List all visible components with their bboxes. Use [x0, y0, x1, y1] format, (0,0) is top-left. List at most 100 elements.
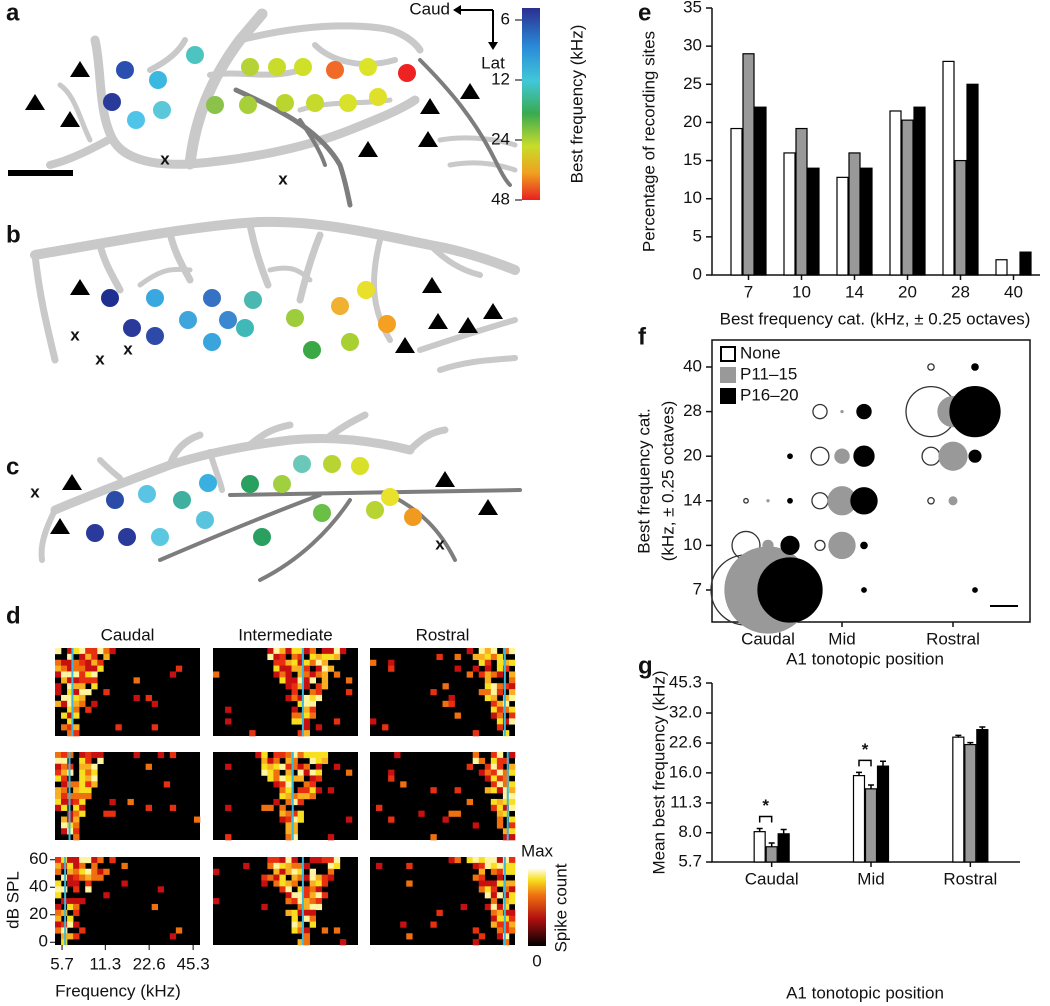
heatmap-cell	[303, 659, 310, 666]
heatmap-cell	[478, 862, 486, 870]
heatmap-cell	[273, 798, 280, 806]
x-axis-label: A1 tonotopic position	[786, 983, 944, 1002]
heatmap-cell	[478, 880, 486, 887]
heatmap-cell	[91, 857, 98, 864]
heatmap-cell	[448, 700, 455, 707]
heatmap-cell	[327, 648, 335, 655]
heatmap-cell	[79, 653, 86, 661]
heatmap-cell	[291, 752, 298, 759]
heatmap-cell	[508, 822, 516, 829]
bubble	[853, 445, 875, 467]
heatmap-cell	[484, 903, 492, 911]
heatmap-cell	[327, 862, 335, 870]
legend-label: None	[740, 343, 781, 362]
bar	[1019, 251, 1032, 276]
heatmap-cell	[303, 862, 310, 870]
heatmap-cell	[502, 804, 510, 811]
significance-bracket	[858, 759, 872, 767]
heatmap-cell	[55, 909, 62, 916]
heatmap-cell	[73, 659, 80, 666]
bubble	[860, 541, 868, 550]
heatmap-cell	[79, 781, 86, 788]
heatmap-cell	[466, 857, 474, 864]
bar	[753, 831, 766, 863]
y-tick-label: 20	[683, 112, 702, 131]
heatmap-cell	[333, 862, 341, 870]
heatmap-cell	[303, 939, 310, 946]
heatmap-cell	[61, 752, 68, 759]
heatmap-cell	[490, 868, 498, 875]
heatmap-cell	[321, 659, 329, 666]
x-tick-label: Rostral	[926, 629, 980, 648]
heatmap-cell	[273, 763, 280, 770]
heatmap-cell	[279, 868, 286, 875]
heatmap-cell	[291, 892, 298, 899]
heatmap-cell	[273, 781, 280, 788]
heatmap-cell	[508, 880, 516, 887]
heatmap-cell	[478, 868, 486, 875]
heatmap-cell	[502, 694, 510, 702]
heatmap-cell	[285, 798, 292, 806]
heatmap-cell	[79, 798, 86, 806]
heatmap-cell	[55, 775, 62, 782]
heatmap-cell	[243, 862, 250, 870]
heatmap-cell	[297, 653, 304, 661]
heatmap-cell	[267, 874, 274, 881]
heatmap-cell	[145, 804, 152, 811]
heatmap-cell	[478, 648, 486, 655]
heatmap-cell	[376, 804, 383, 811]
heatmap-cell	[303, 671, 310, 678]
heatmap-cell	[502, 793, 510, 800]
heatmap-cell	[406, 880, 413, 887]
heatmap-cell	[297, 775, 304, 782]
heatmap-cell	[73, 816, 80, 823]
heatmap-cell	[327, 874, 335, 881]
heatmap-cell	[315, 886, 323, 893]
heatmap-cell	[79, 927, 86, 934]
heatmap-cell	[73, 665, 80, 672]
x-tick-label: Mid	[828, 629, 855, 648]
heatmap-cell	[502, 828, 510, 835]
heatmap-cell	[297, 903, 304, 911]
heatmap-cell	[249, 730, 256, 737]
x-tick-label: 20	[898, 282, 917, 301]
heatmap-cell	[297, 694, 304, 702]
y-tick-label: 7	[693, 579, 702, 598]
heatmap-cell	[309, 880, 317, 887]
heatmap-cell	[484, 659, 492, 666]
heatmap-cell	[315, 752, 323, 759]
x-tick-label: 28	[951, 282, 970, 301]
x-axis-label: Frequency (kHz)	[55, 981, 181, 1000]
heatmap-cell	[508, 909, 516, 916]
y-tick-label: 32.0	[669, 702, 702, 721]
heatmap-cell	[91, 752, 98, 759]
heatmap-cell	[496, 683, 504, 690]
heatmap-cell	[267, 769, 274, 776]
significance-marker: *	[762, 796, 769, 815]
heatmap-cell	[291, 909, 298, 916]
heatmap-cell	[309, 700, 317, 707]
heatmap-cell	[285, 828, 292, 835]
heatmap-cell	[267, 857, 274, 864]
bubble	[787, 453, 793, 460]
heatmap-cell	[309, 909, 317, 916]
heatmap-cell	[508, 886, 516, 893]
heatmap-cell	[315, 671, 323, 678]
bar	[964, 743, 977, 863]
heatmap-cell	[291, 798, 298, 806]
heatmap-cell	[85, 763, 92, 770]
heatmap-cell	[508, 694, 516, 702]
heatmap-cell	[484, 862, 492, 870]
heatmap-cell	[490, 683, 498, 690]
bar	[952, 736, 965, 863]
heatmap-cell	[406, 933, 413, 940]
heatmap-cell	[67, 665, 74, 672]
colorbar-tick-label: 24	[491, 129, 510, 148]
heatmap-cell	[273, 874, 280, 881]
dots	[103, 46, 416, 129]
panel-label: g	[638, 652, 653, 679]
heatmap-cell	[285, 659, 292, 666]
y-tick-label: 40	[29, 877, 48, 896]
y-tick-label: 5	[693, 226, 702, 245]
heatmap-cell	[303, 730, 310, 737]
